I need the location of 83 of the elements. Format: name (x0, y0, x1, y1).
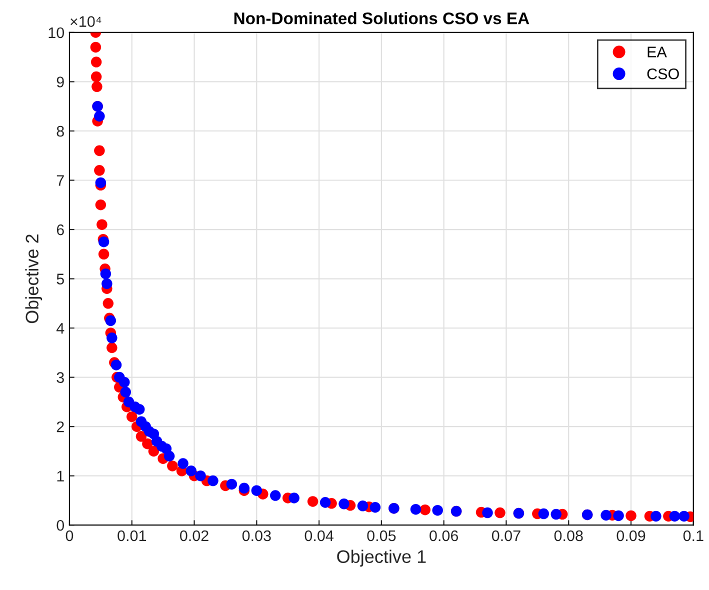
point (186, 466, 197, 476)
point (357, 500, 368, 512)
y-tick-label: 7 (56, 175, 64, 186)
y-tick-label: 3 (56, 372, 64, 383)
point (136, 431, 147, 442)
point (106, 332, 118, 344)
point (134, 404, 145, 415)
point (98, 236, 110, 248)
point (100, 268, 112, 280)
point (432, 504, 443, 516)
x-tick-label: 0.01 (118, 530, 146, 542)
y-tick-label: 9 (56, 76, 64, 88)
point (307, 496, 318, 507)
point (320, 497, 331, 508)
point (669, 510, 680, 522)
y-tick-label: 1 (57, 470, 64, 482)
x-tick-label: 0.02 (180, 530, 208, 542)
point (142, 438, 153, 450)
y-tick-label: 10 (48, 27, 64, 38)
point (90, 71, 102, 82)
x-axis-title: Objective 1 (337, 550, 426, 567)
point (98, 248, 110, 260)
point (626, 510, 636, 522)
x-tick-label: 0 (66, 530, 74, 542)
point (110, 360, 122, 370)
point (650, 510, 662, 522)
x-tick-label: 0.07 (492, 530, 520, 542)
x-tick-label: 0.1 (683, 530, 704, 542)
x-tick-label: 0.05 (367, 530, 396, 542)
chart-title: Non-Dominated Solutions CSO vs EA (234, 12, 530, 24)
x-tick-label: 0.08 (554, 530, 583, 542)
point (482, 507, 493, 518)
x-tick-label: 0.04 (304, 530, 334, 542)
y-tick-label: 0 (56, 520, 64, 531)
x-tick-label: 0.09 (616, 530, 646, 542)
point (208, 475, 218, 486)
point (410, 504, 422, 515)
y-tick-label: 4 (56, 323, 64, 334)
point (92, 81, 102, 92)
point (494, 507, 506, 518)
point (538, 508, 550, 520)
y-tick-label: 8 (56, 126, 64, 137)
point (178, 458, 188, 469)
point (370, 502, 381, 513)
point (120, 386, 132, 398)
point (94, 165, 105, 176)
point (550, 508, 562, 520)
legend-label: CSO (647, 68, 679, 80)
y-tick-label: 2 (56, 421, 64, 432)
point (102, 298, 114, 309)
point (338, 498, 350, 510)
point (420, 504, 430, 516)
y-tick-label: 6 (56, 224, 64, 236)
point (167, 460, 178, 472)
point (600, 510, 612, 521)
point (96, 219, 108, 230)
point (288, 492, 300, 504)
point (90, 56, 102, 68)
point (95, 200, 106, 210)
point (613, 510, 624, 522)
point (226, 478, 238, 490)
point (164, 450, 175, 462)
point (270, 490, 281, 501)
point (119, 376, 130, 388)
point (102, 278, 112, 290)
text: ×10⁴ (70, 16, 102, 27)
point (251, 485, 262, 496)
point (94, 145, 105, 156)
point (678, 510, 690, 522)
point (90, 42, 102, 53)
point (94, 110, 105, 122)
point (105, 315, 116, 326)
point (195, 470, 206, 482)
point (95, 177, 106, 188)
point (148, 446, 160, 457)
point (126, 411, 138, 422)
legend-label: EA (648, 46, 667, 58)
y-axis-title: Objective 2 (25, 234, 42, 324)
y-tick-label: 5 (56, 274, 64, 284)
point (238, 482, 250, 494)
x-tick-label: 0.06 (430, 530, 458, 542)
point (106, 342, 118, 354)
x-tick-label: 0.03 (242, 530, 271, 542)
